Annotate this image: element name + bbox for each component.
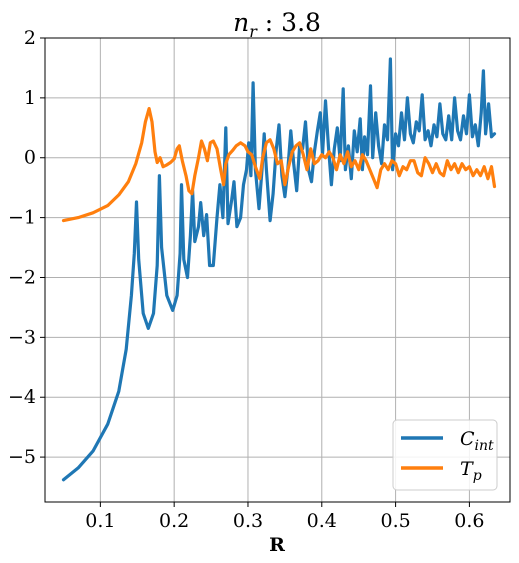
- y-tick-label: −3: [8, 326, 36, 348]
- x-tick-label: 0.5: [380, 510, 410, 532]
- title-value: : 3.8: [257, 8, 321, 37]
- legend-label-tp-base: T: [460, 458, 474, 480]
- y-tick-label: −5: [8, 446, 36, 468]
- legend-label-cint-base: C: [460, 428, 475, 450]
- series-layer: [61, 57, 497, 482]
- y-tick-label: −1: [8, 207, 36, 229]
- legend-label-tp-sub: p: [473, 468, 482, 484]
- legend-label-cint: Cint: [460, 428, 494, 454]
- title-subscript: r: [249, 22, 258, 41]
- plot-frame: [44, 37, 511, 503]
- title-base: n: [233, 8, 249, 37]
- x-axis-label: R: [269, 534, 285, 556]
- x-tick-label: 0.6: [454, 510, 484, 532]
- y-tick-label: −4: [8, 386, 36, 408]
- legend: Cint Tp: [392, 419, 498, 491]
- y-tick-label: −2: [8, 266, 36, 288]
- y-axis-ticks: 2 1 0 −1 −2 −3 −4 −5: [8, 27, 45, 468]
- legend-label-tp: Tp: [460, 458, 482, 484]
- x-tick-label: 0.2: [159, 510, 189, 532]
- series-line-c-int: [61, 57, 497, 482]
- y-tick-label: 1: [24, 87, 36, 109]
- series-line-t-p: [61, 107, 497, 223]
- y-tick-label: 2: [24, 27, 36, 49]
- chart-title: nr : 3.8: [233, 8, 321, 41]
- x-tick-label: 0.4: [307, 510, 337, 532]
- y-tick-label: 0: [24, 147, 36, 169]
- x-tick-label: 0.1: [85, 510, 115, 532]
- x-axis-ticks: 0.1 0.2 0.3 0.4 0.5 0.6: [85, 502, 485, 532]
- x-tick-label: 0.3: [233, 510, 263, 532]
- legend-label-cint-sub: int: [475, 438, 494, 454]
